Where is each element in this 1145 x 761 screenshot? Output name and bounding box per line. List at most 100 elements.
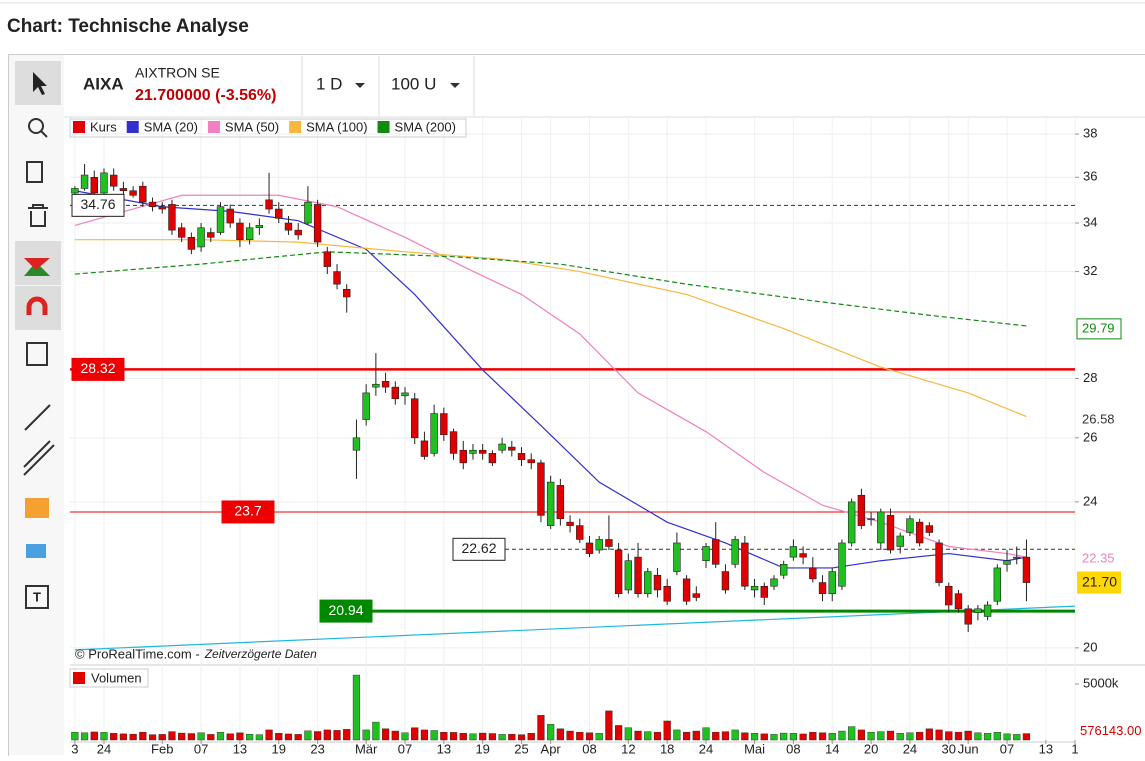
volume-bar [567,731,574,740]
volume-bar [159,734,166,740]
candle-body [139,186,146,202]
candle-body [907,519,914,533]
volume-bar [916,732,923,740]
candle-body [761,586,768,597]
volume-bar [1023,734,1030,740]
tool-fibo[interactable] [25,498,49,518]
candle-body [625,561,632,590]
volume-bar [110,733,117,740]
candle-body [780,564,787,575]
candle-body [81,175,88,188]
candle-body [392,387,399,399]
candle-body [479,450,486,453]
volume-bar [71,732,78,740]
candle-body [916,522,923,543]
volume-bar [965,731,972,740]
x-tick-label: 07 [194,741,208,756]
candle-body [450,432,457,454]
y-tick-label: 36 [1083,169,1097,184]
volume-bar [411,728,418,740]
page-title: Chart: Technische Analyse [7,16,249,37]
candle-body [334,272,341,285]
candle-body [275,209,282,218]
tool-panel [9,55,64,755]
last-value: 26.58 [1082,412,1115,427]
volume-bar [635,731,642,740]
candle-body [994,568,1001,601]
level-label: 28.32 [80,360,115,376]
volume-bar [392,731,399,740]
legend-label: SMA (100) [306,119,367,134]
volume-bar [732,730,739,740]
candle-body [790,546,797,557]
legend-swatch [378,121,390,133]
volume-bar [673,730,680,740]
candle-body [421,441,428,457]
candle-body [693,594,700,598]
trend-line [75,606,1075,650]
candle-body [848,502,855,543]
volume-bar [460,733,467,740]
candle-body [945,586,952,605]
candle-body [518,453,525,459]
volume-bar [751,733,758,740]
x-tick-label: 13 [437,741,451,756]
x-tick-label: 13 [233,741,247,756]
candle-body [965,609,972,624]
volume-bar [508,734,515,740]
candle-body [256,225,263,227]
candle-body [606,539,613,546]
tool-shapes[interactable] [26,544,46,558]
x-tick-label: 07 [1000,741,1014,756]
candle-body [470,450,477,453]
candle-body [858,495,865,525]
volume-bar [848,727,855,740]
volume-last: 576143.00 [1080,723,1141,738]
volume-bar [800,734,807,740]
volume-bar [178,733,185,740]
volume-bar [780,733,787,740]
volume-bar [372,722,379,740]
candle-body [178,228,185,238]
x-tick-label: 23 [310,741,324,756]
delay-note: Zeitverzögerte Daten [204,647,317,661]
candle-body [703,546,710,560]
volume-bar [907,733,914,740]
volume-bar [237,733,244,740]
candle-body [363,393,370,420]
x-tick-label: 07 [398,741,412,756]
candle-body [712,539,719,564]
units[interactable]: 100 U [391,74,436,93]
volume-bar [421,730,428,740]
volume-bar [703,728,710,740]
candle-body [596,539,603,550]
volume-bar [402,733,409,740]
legend-swatch [289,121,301,133]
candle-body [557,485,564,518]
volume-bar [81,733,88,740]
candle-body [897,536,904,547]
volume-bar [945,732,952,740]
last-value: 29.79 [1082,320,1115,335]
tool-magnet[interactable] [15,286,61,330]
volume-bar [207,734,214,740]
volume-bar [557,729,564,740]
y-tick-label: 28 [1083,370,1097,385]
volume-bar [343,729,350,740]
candle-body [1013,557,1020,558]
candle-body [538,463,545,516]
candle-body [800,554,807,558]
volume-bar [518,735,525,740]
x-tick-label: 08 [582,741,596,756]
candle-body [149,202,156,207]
x-tick-label: Apr [541,741,562,756]
candle-body [868,519,875,520]
x-tick-label: 30 [942,741,956,756]
last-price: 21.70 [1082,573,1117,589]
copyright: © ProRealTime.com - [75,646,200,661]
volume-bar [382,729,389,740]
candle-body [440,414,447,435]
x-tick-label: 12 [621,741,635,756]
interval[interactable]: 1 D [316,74,342,93]
